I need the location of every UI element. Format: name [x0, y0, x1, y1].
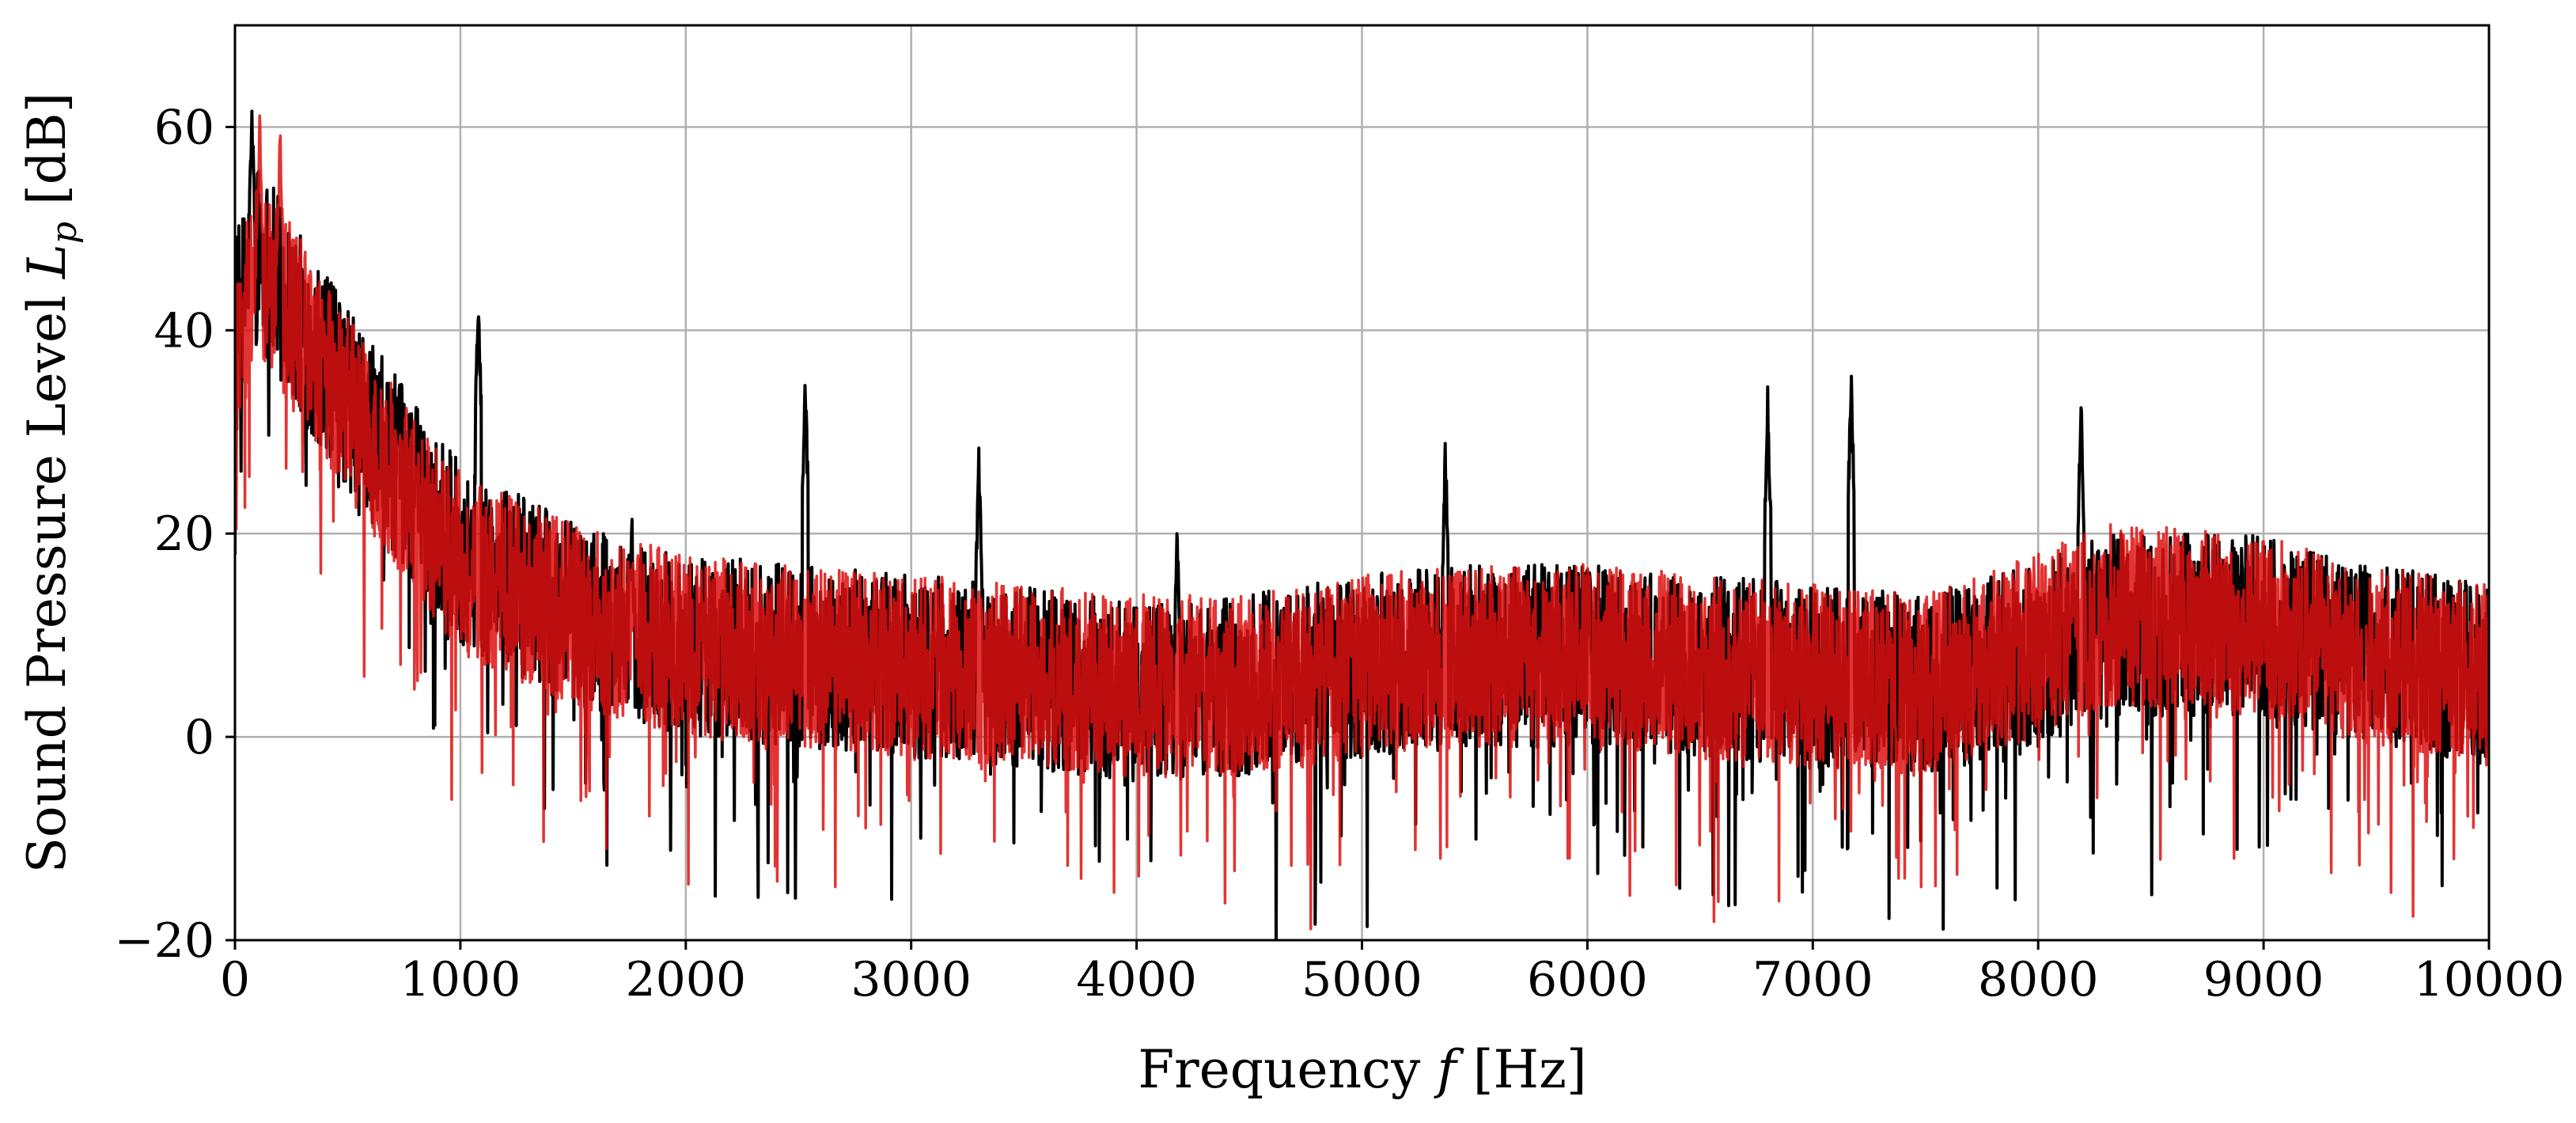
x-tick-label: 1000 [400, 952, 521, 1007]
y-tick-label: 60 [154, 100, 214, 155]
y-tick-label: 0 [184, 710, 214, 765]
x-tick-label: 8000 [1978, 952, 2099, 1007]
x-axis-label: Frequency f [Hz] [1138, 1039, 1586, 1100]
y-axis-ticks: −20 0 20 40 60 [114, 100, 235, 969]
x-axis-ticks: 0 1000 2000 3000 4000 5000 6000 7000 8000 9000 100… [220, 940, 2565, 1007]
x-tick-label: 10000 [2414, 952, 2565, 1007]
x-tick-label: 0 [220, 952, 250, 1007]
series-layer [235, 109, 2489, 940]
y-tick-label: 40 [154, 303, 214, 359]
series-line-red [235, 114, 2489, 931]
y-axis-label: Sound Pressure Level Lp [dB] [17, 93, 85, 874]
x-tick-label: 3000 [850, 952, 972, 1007]
y-tick-label: −20 [114, 913, 214, 969]
y-tick-label: 20 [154, 506, 214, 562]
x-tick-label: 6000 [1527, 952, 1648, 1007]
x-tick-label: 2000 [625, 952, 746, 1007]
x-tick-label: 7000 [1752, 952, 1873, 1007]
x-tick-label: 9000 [2203, 952, 2324, 1007]
x-tick-label: 4000 [1076, 952, 1197, 1007]
x-tick-label: 5000 [1301, 952, 1422, 1007]
